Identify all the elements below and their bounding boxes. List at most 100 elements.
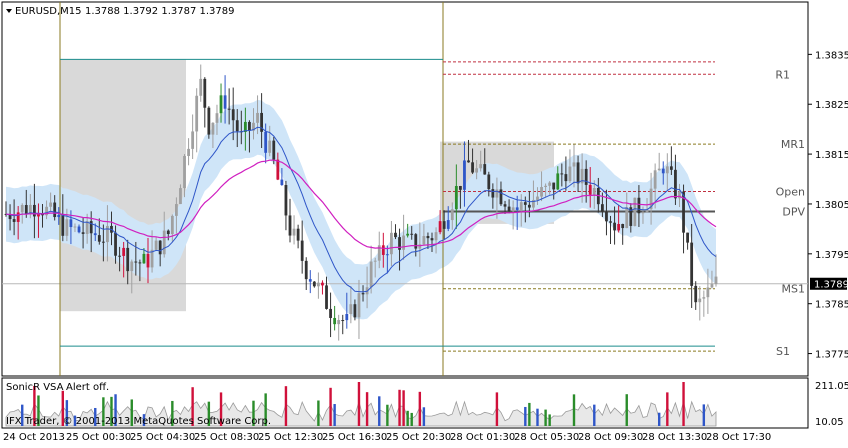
vsa-volume-bar (418, 391, 422, 426)
vsa-volume-bar (110, 396, 113, 426)
candle-body (471, 162, 474, 173)
price-tick: 1.3785 (815, 300, 848, 311)
candle-body (381, 245, 385, 255)
vsa-volume-bar (284, 386, 288, 426)
vsa-volume-bar (219, 392, 223, 426)
candle-body (231, 109, 235, 121)
candle-body (686, 232, 689, 243)
candles (4, 64, 718, 341)
candle-body (434, 232, 438, 241)
candle-body (85, 221, 89, 234)
candle-body (195, 95, 199, 132)
candle-body (665, 166, 669, 174)
time-tick: 25 Oct 12:30 (258, 432, 323, 443)
ohlc-label: 1.3788 1.3792 1.3787 1.3789 (85, 6, 235, 17)
price-axis: 1.3835 1.3825 1.3815 1.3805 1.3795 1.378… (815, 50, 848, 360)
candle-body (154, 240, 158, 250)
indicator-scale-bottom: 10.05 (815, 417, 844, 428)
candle-body (45, 206, 48, 216)
header: EURUSD,M15 1.3788 1.3792 1.3787 1.3789 (6, 6, 235, 17)
candle-body (394, 232, 397, 238)
candle-body (454, 185, 458, 210)
price-tick: 1.3795 (815, 250, 848, 261)
candle-body (438, 221, 442, 233)
vsa-volume-bar (398, 389, 401, 426)
candle-body (73, 226, 77, 228)
candle-body (57, 214, 61, 218)
candle-body (89, 221, 93, 234)
candle-body (422, 236, 426, 245)
time-tick: 25 Oct 20:30 (386, 432, 451, 443)
candle-body (361, 293, 365, 295)
candle-body (426, 236, 430, 239)
candle-body (272, 140, 276, 160)
candle-body (101, 241, 105, 243)
candle-body (142, 253, 146, 264)
candle-body (402, 235, 405, 250)
candle-body (710, 284, 714, 288)
candle-body (633, 197, 637, 226)
vsa-volume-bar (357, 382, 361, 426)
vsa-volume-bar (572, 394, 576, 426)
candle-body (556, 173, 560, 190)
candle-body (540, 187, 543, 197)
candle-body (446, 220, 450, 229)
candle-body (187, 148, 190, 156)
candle-body (576, 162, 580, 184)
candle-body (166, 230, 170, 235)
candle-body (442, 221, 446, 229)
candle-body (515, 207, 519, 210)
indicator-alert: Alert off. (66, 382, 109, 393)
candle-body (532, 199, 535, 208)
vsa-volume-bar (252, 400, 255, 426)
candle-body (308, 279, 312, 282)
candle-body (162, 230, 166, 255)
vsa-volume-bar (65, 400, 69, 426)
candle-body (288, 215, 292, 236)
candle-body (12, 219, 16, 222)
vsa-volume-bar (528, 402, 531, 426)
vsa-volume-bar (402, 390, 405, 426)
candle-body (645, 209, 649, 213)
vsa-volume-bar (317, 400, 320, 426)
candle-body (641, 212, 645, 214)
indicator-title: SonicR VSA (6, 382, 64, 393)
candle-body (37, 213, 40, 217)
candle-body (592, 187, 596, 195)
candle-body (690, 242, 694, 286)
candle-body (373, 260, 377, 262)
vsa-volume-bar (264, 393, 267, 426)
candle-body (16, 212, 20, 222)
candle-body (625, 207, 629, 229)
candle-body (325, 285, 328, 309)
volatility-band (6, 99, 716, 320)
candle-body (134, 261, 138, 263)
candle-body (97, 235, 101, 242)
price-tick: 1.3815 (815, 150, 848, 161)
vsa-volume-bar (548, 414, 551, 426)
candle-body (179, 188, 182, 205)
vsa-volume-bar (73, 415, 77, 426)
candle-body (199, 78, 203, 96)
candle-body (398, 237, 401, 250)
price-tick: 1.3805 (815, 200, 848, 211)
candle-body (499, 189, 503, 205)
candle-body (215, 113, 219, 123)
level-label-r1: R1 (775, 68, 790, 81)
candle-body (203, 78, 207, 108)
candle-body (349, 304, 353, 314)
candle-body (248, 121, 251, 131)
candle-body (268, 140, 272, 153)
candle-body (702, 297, 706, 299)
candle-body (8, 214, 12, 220)
candle-body (329, 308, 332, 318)
candle-body (414, 234, 418, 249)
candle-body (183, 155, 186, 189)
vsa-volume-bar (495, 392, 499, 426)
candle-body (568, 166, 572, 182)
chevron-down-icon[interactable] (6, 9, 12, 13)
vsa-volume-bar (102, 397, 105, 426)
candle-body (463, 160, 466, 190)
